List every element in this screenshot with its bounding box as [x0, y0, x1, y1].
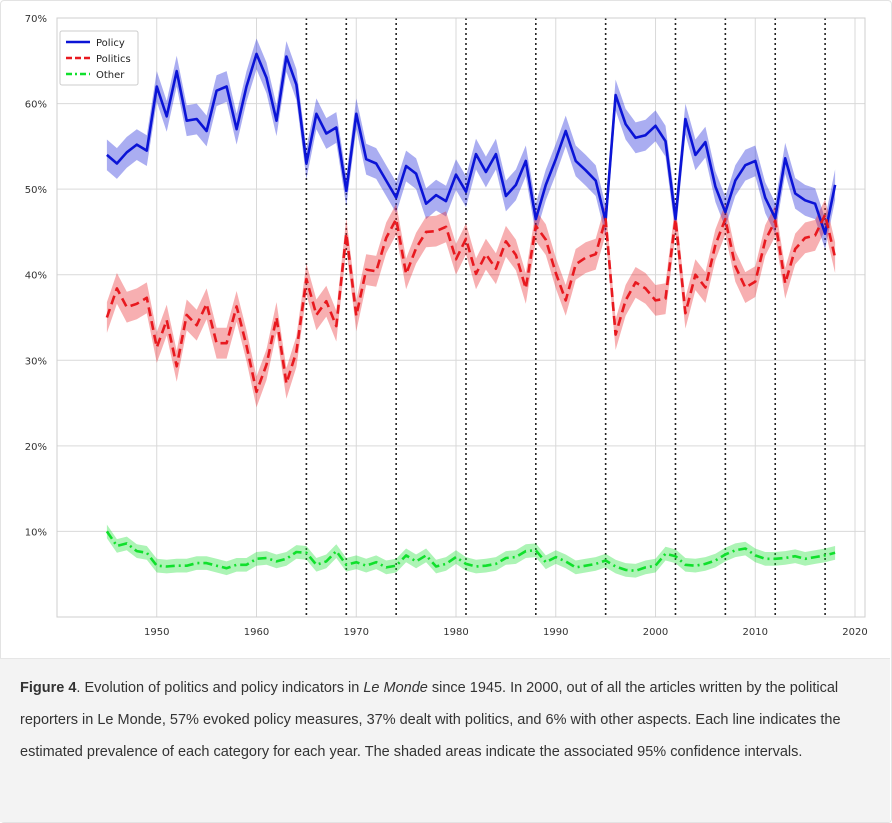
series-line-policy — [106, 52, 837, 235]
legend: Policy Politics Other — [59, 30, 139, 86]
caption-text-1: . Evolution of politics and policy indic… — [76, 680, 364, 696]
figure-caption: Figure 4. Evolution of politics and poli… — [20, 672, 872, 768]
y-tick-label: 70% — [25, 14, 47, 25]
x-tick-label: 1980 — [443, 627, 468, 638]
x-tick-label: 1960 — [244, 627, 269, 638]
x-tick-label: 1990 — [543, 627, 568, 638]
x-tick-label: 1970 — [344, 627, 369, 638]
x-tick-label: 2020 — [842, 627, 867, 638]
series-line-politics — [105, 213, 837, 394]
x-tick-label: 2010 — [743, 627, 768, 638]
legend-box — [59, 30, 139, 86]
legend-label-policy: Policy — [96, 38, 125, 49]
y-tick-label: 10% — [25, 527, 47, 538]
line-chart: 1950 1960 1970 1980 1990 2000 2010 2020 10% 20% 30… — [25, 14, 868, 638]
legend-label-other: Other — [96, 70, 125, 81]
y-tick-label: 20% — [25, 442, 47, 453]
axes-frame — [56, 17, 866, 618]
x-tick-label: 1950 — [144, 627, 169, 638]
axes — [56, 17, 866, 618]
tick-labels: 1950 1960 1970 1980 1990 2000 2010 2020 10% 20% 30… — [25, 14, 868, 638]
x-tick-label: 2000 — [643, 627, 668, 638]
caption-text-2: since 1945. In 2000, out of all the arti… — [20, 680, 841, 760]
y-tick-label: 50% — [25, 185, 47, 196]
series-line-other — [105, 530, 836, 573]
ci-band-policy — [106, 38, 836, 249]
caption-label: Figure 4 — [20, 680, 77, 696]
y-tick-label: 40% — [25, 271, 47, 282]
caption-italic: Le Monde — [363, 680, 428, 696]
grid — [57, 17, 865, 617]
plot-area — [57, 18, 865, 617]
series-lines — [105, 52, 837, 573]
ci-band-other — [106, 524, 836, 578]
y-tick-label: 60% — [25, 100, 47, 111]
caption-box — [0, 658, 890, 822]
ci-band-politics — [106, 199, 836, 408]
y-tick-label: 30% — [25, 356, 47, 367]
confidence-bands — [106, 38, 836, 578]
legend-label-politics: Politics — [96, 54, 131, 65]
